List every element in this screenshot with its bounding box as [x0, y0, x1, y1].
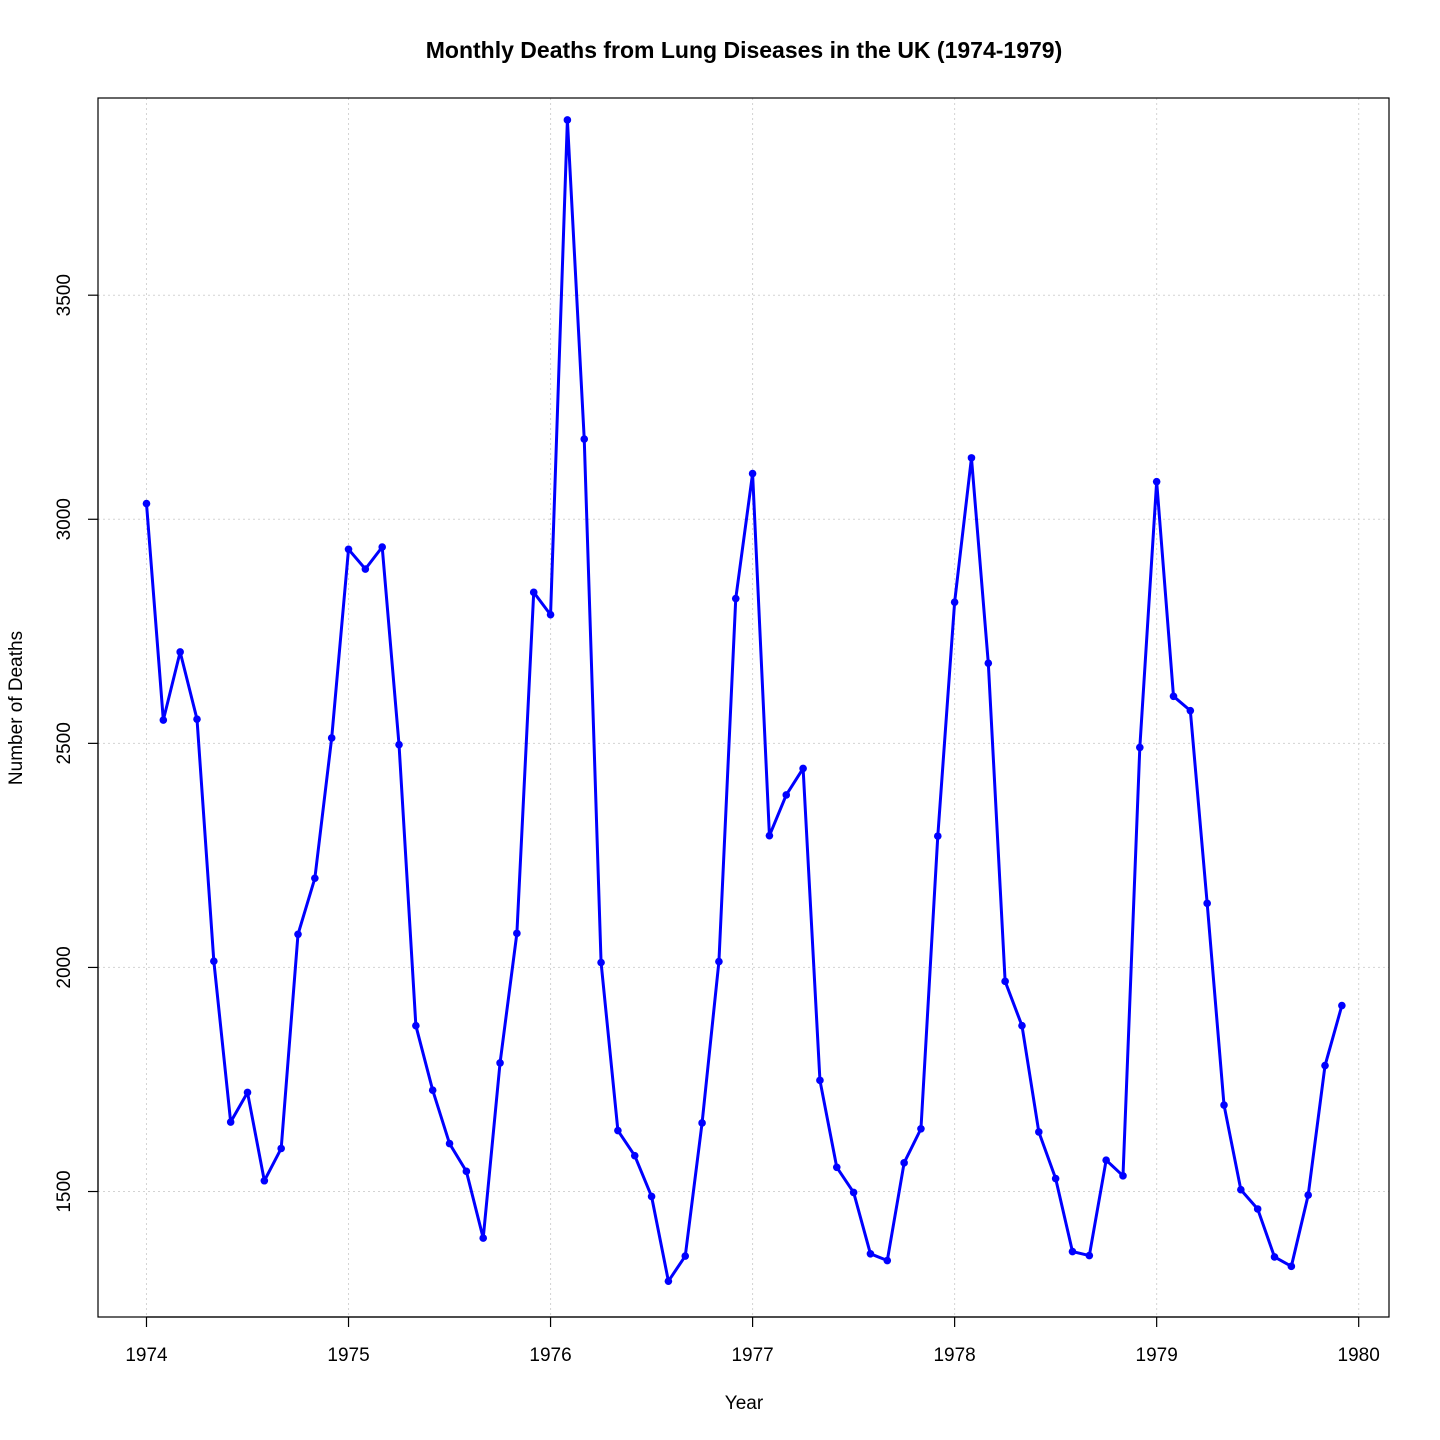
data-point: [1035, 1128, 1043, 1136]
data-point: [311, 874, 319, 883]
data-point: [277, 1144, 285, 1153]
axes: 1974 1975 1976 1977 1978 1979 1980 1500 2000 2500…: [54, 274, 1380, 1366]
data-point: [159, 716, 168, 724]
series-line: [144, 118, 1344, 1283]
data-point: [630, 1151, 639, 1160]
data-point: [1304, 1191, 1312, 1199]
data-point: [1237, 1185, 1245, 1194]
data-point: [799, 764, 807, 773]
data-point: [1220, 1101, 1228, 1109]
data-point: [327, 734, 336, 742]
grid: [98, 98, 1389, 1317]
data-point: [1253, 1205, 1262, 1213]
data-point: [226, 1118, 235, 1126]
data-point: [715, 957, 723, 966]
data-point: [1051, 1174, 1060, 1183]
data-point: [193, 715, 201, 723]
data-point: [395, 740, 403, 749]
series: [142, 116, 1346, 1285]
chart-title: Monthly Deaths from Lung Diseases in the…: [426, 37, 1063, 63]
data-point: [1338, 1001, 1346, 1010]
data-point: [260, 1176, 269, 1185]
data-point: [1085, 1251, 1094, 1260]
x-axis-label: Year: [725, 1393, 764, 1414]
data-point: [866, 1250, 875, 1258]
data-point: [933, 832, 942, 840]
data-point: [647, 1192, 656, 1201]
data-point: [614, 1126, 622, 1135]
data-point: [597, 958, 605, 967]
data-point: [900, 1159, 908, 1167]
data-point: [176, 648, 184, 656]
data-point: [950, 598, 959, 606]
data-point: [816, 1076, 824, 1085]
data-point: [1001, 977, 1009, 986]
data-point: [782, 791, 791, 799]
plot-frame: [97, 97, 1390, 1318]
data-point: [479, 1234, 488, 1242]
data-point: [1136, 743, 1144, 752]
y-tick-label: 2500: [54, 722, 75, 764]
data-point: [546, 610, 555, 619]
data-point: [378, 543, 387, 551]
y-tick-label: 3000: [54, 498, 75, 540]
data-point: [1169, 692, 1178, 701]
data-point: [731, 594, 740, 603]
data-point: [1203, 899, 1211, 908]
x-tick-label: 1976: [529, 1345, 571, 1366]
data-point: [243, 1088, 252, 1097]
data-point: [344, 545, 353, 554]
data-point: [1186, 706, 1195, 715]
y-tick-label: 2000: [54, 946, 75, 988]
y-tick-label: 1500: [54, 1170, 75, 1212]
data-point: [513, 929, 521, 938]
data-point: [412, 1021, 420, 1030]
y-tick-label: 3500: [54, 274, 75, 316]
data-point: [142, 499, 151, 508]
data-point: [294, 930, 302, 939]
data-point: [984, 659, 993, 667]
data-point: [1018, 1021, 1026, 1030]
data-point: [883, 1256, 892, 1265]
data-point: [428, 1086, 437, 1095]
data-point: [917, 1124, 925, 1133]
x-tick-label: 1978: [933, 1345, 975, 1366]
data-point: [748, 469, 757, 478]
x-tick-label: 1979: [1136, 1345, 1178, 1366]
data-point: [361, 565, 370, 573]
x-tick-label: 1975: [327, 1345, 369, 1366]
y-axis-label: Number of Deaths: [6, 631, 27, 785]
data-point: [1068, 1247, 1077, 1256]
data-point: [496, 1059, 504, 1067]
data-point: [210, 957, 218, 965]
data-point: [563, 116, 572, 124]
x-tick-label: 1974: [125, 1345, 168, 1366]
data-point: [1321, 1061, 1329, 1070]
x-tick-label: 1980: [1338, 1345, 1380, 1366]
data-point: [832, 1163, 841, 1172]
data-point: [462, 1167, 471, 1176]
data-point: [698, 1119, 706, 1127]
data-point: [664, 1277, 673, 1285]
data-point: [529, 588, 538, 597]
data-point: [1102, 1156, 1110, 1164]
data-point: [967, 454, 976, 462]
data-point: [681, 1252, 690, 1260]
data-point: [1270, 1253, 1279, 1261]
data-point: [1152, 477, 1161, 486]
data-point: [1287, 1262, 1296, 1271]
data-point: [1119, 1172, 1127, 1180]
data-point: [849, 1188, 858, 1197]
data-point: [765, 831, 774, 840]
data-point: [580, 435, 589, 443]
data-point: [445, 1139, 454, 1148]
x-tick-label: 1977: [731, 1345, 773, 1366]
